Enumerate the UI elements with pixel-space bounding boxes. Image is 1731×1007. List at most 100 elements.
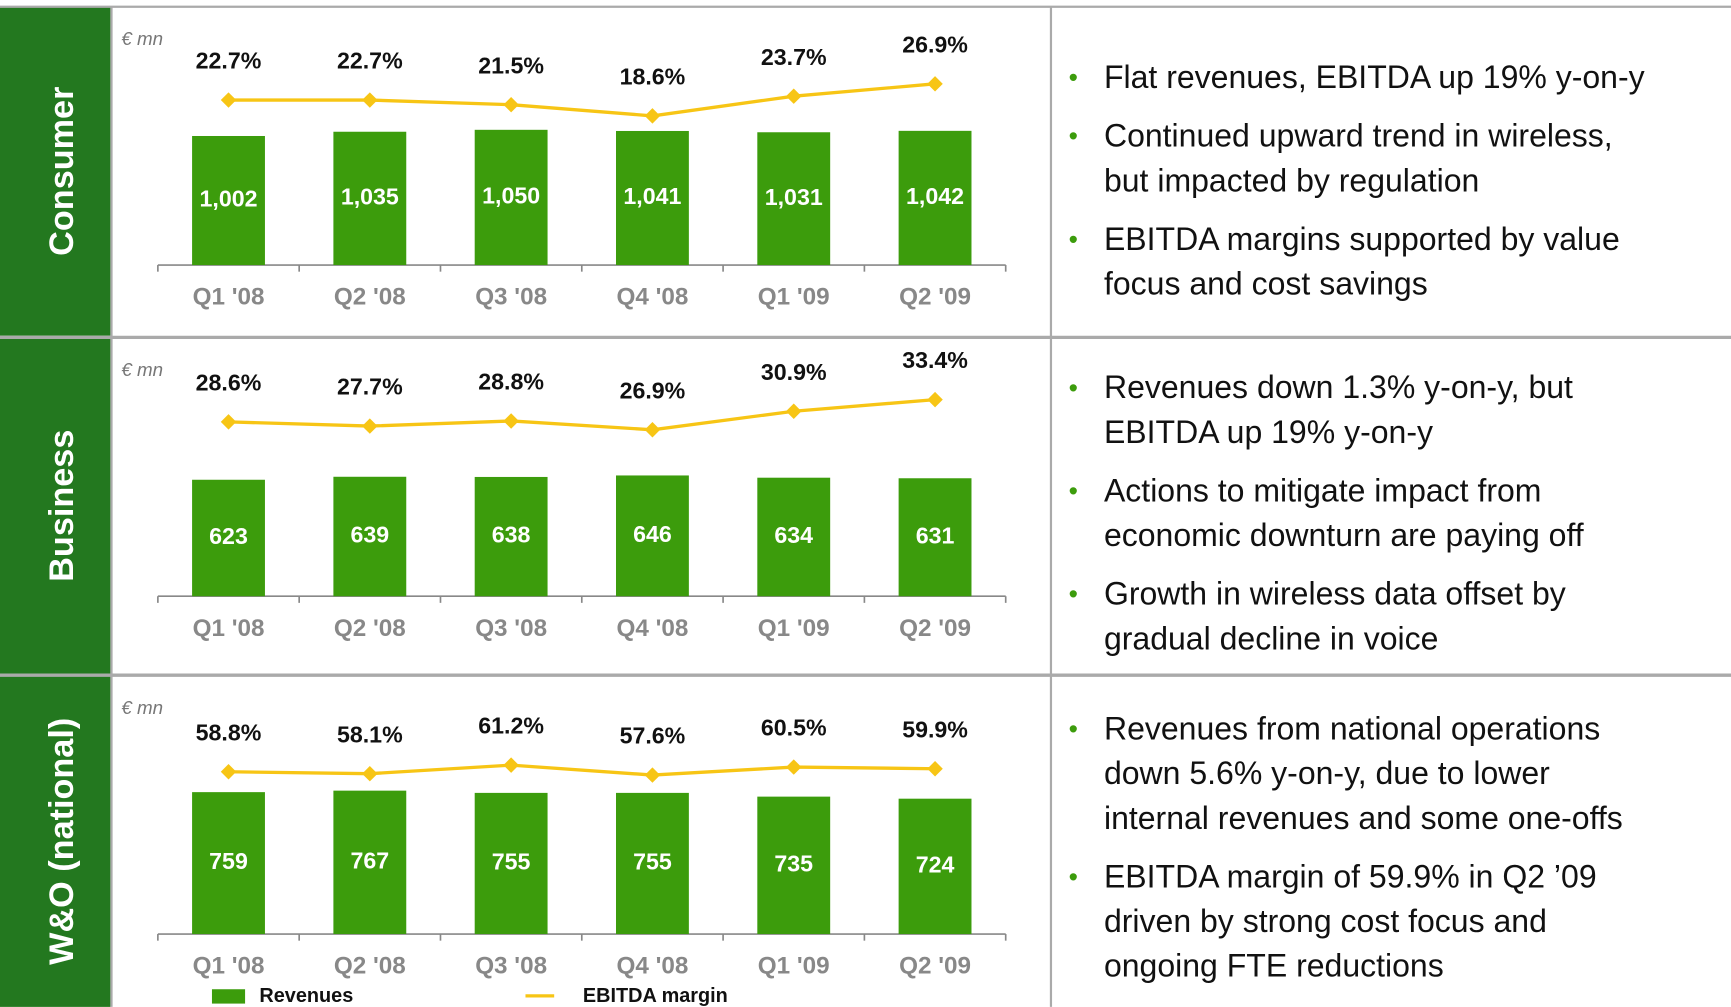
margin-value-label: 21.5% <box>478 52 544 78</box>
bullet-text: down 5.6% y-on-y, due to lower <box>1104 755 1550 791</box>
margin-value-label: 60.5% <box>761 715 827 741</box>
section-label-bg <box>0 675 111 1007</box>
margin-value-label: 26.9% <box>902 31 968 57</box>
bar-value-label: 1,002 <box>200 186 258 212</box>
bullet-text: ongoing FTE reductions <box>1104 948 1444 984</box>
x-tick-label: Q4 '08 <box>616 953 688 980</box>
bar <box>898 798 972 935</box>
unit-label: € mn <box>121 359 163 380</box>
section-label: Business <box>43 430 81 582</box>
unit-label: € mn <box>121 697 163 718</box>
bar-value-label: 759 <box>209 848 248 874</box>
margin-marker <box>927 76 943 92</box>
margin-marker <box>927 391 943 408</box>
x-tick-label: Q1 '09 <box>758 284 830 311</box>
bullet-dot: • <box>1069 63 1078 93</box>
bar <box>333 476 407 597</box>
margin-value-label: 28.8% <box>478 369 544 395</box>
x-tick-label: Q2 '09 <box>899 953 971 980</box>
x-tick-label: Q2 '08 <box>334 615 406 642</box>
margin-marker <box>786 759 802 775</box>
margin-value-label: 28.6% <box>196 369 262 395</box>
bar <box>474 792 548 935</box>
margin-marker <box>503 96 519 113</box>
margin-value-label: 22.7% <box>337 48 403 74</box>
section-label-bg <box>0 337 111 674</box>
unit-label: € mn <box>121 28 163 49</box>
bar-value-label: 638 <box>492 522 531 548</box>
x-tick-label: Q2 '08 <box>334 284 406 311</box>
bullet-dot: • <box>1069 579 1078 609</box>
section-label: Consumer <box>43 87 81 256</box>
section-label: W&O (national) <box>43 718 81 965</box>
x-tick-label: Q4 '08 <box>616 615 688 642</box>
bullet-text: economic downturn are paying off <box>1104 517 1584 553</box>
margin-value-label: 58.8% <box>196 719 262 745</box>
bar <box>192 135 265 266</box>
bar <box>616 130 689 266</box>
bar <box>192 792 265 935</box>
legend-swatch <box>211 989 246 1004</box>
margin-marker <box>503 757 519 773</box>
bar <box>474 476 548 597</box>
legend-label: EBITDA margin <box>583 985 728 1007</box>
margin-marker <box>503 413 519 429</box>
bar-value-label: 634 <box>774 522 813 548</box>
bullet-text: but impacted by regulation <box>1104 162 1479 198</box>
bar <box>757 132 831 266</box>
bullet-dot: • <box>1069 714 1078 744</box>
bar-value-label: 735 <box>774 850 813 876</box>
bar-value-label: 1,035 <box>341 184 399 210</box>
margin-marker <box>220 414 237 430</box>
x-tick-label: Q2 '08 <box>334 953 406 980</box>
bar-value-label: 767 <box>350 847 389 873</box>
bullet-dot: • <box>1069 224 1078 254</box>
margin-value-label: 57.6% <box>620 723 686 749</box>
bullet-text: EBITDA up 19% y-on-y <box>1104 414 1433 450</box>
bullet-text: gradual decline in voice <box>1104 620 1438 656</box>
bar <box>757 477 831 597</box>
bullet-dot: • <box>1069 862 1078 892</box>
margin-value-label: 33.4% <box>902 347 968 373</box>
x-tick-label: Q3 '08 <box>475 953 547 980</box>
bullet-text: EBITDA margins supported by value <box>1104 221 1620 257</box>
bullet-text: Flat revenues, EBITDA up 19% y-on-y <box>1104 59 1645 95</box>
bullet-text: Continued upward trend in wireless, <box>1104 118 1613 154</box>
bullet-dot: • <box>1069 373 1078 403</box>
margin-marker <box>220 764 237 780</box>
margin-value-label: 30.9% <box>761 359 827 385</box>
bar-value-label: 1,031 <box>765 184 823 210</box>
bullet-text: Actions to mitigate impact from <box>1104 472 1541 508</box>
bar <box>192 479 265 597</box>
bar-value-label: 755 <box>492 849 531 875</box>
bullet-text: EBITDA margin of 59.9% in Q2 ’09 <box>1104 858 1597 894</box>
x-tick-label: Q1 '08 <box>193 284 265 311</box>
margin-marker <box>644 422 661 438</box>
bullet-text: Growth in wireless data offset by <box>1104 576 1566 612</box>
bar <box>616 792 689 935</box>
bar <box>898 130 972 266</box>
margin-value-label: 59.9% <box>902 716 968 742</box>
bar <box>616 475 689 597</box>
margin-value-label: 26.9% <box>620 377 686 403</box>
legend-label: Revenues <box>259 985 353 1007</box>
bar-value-label: 623 <box>209 523 248 549</box>
bar-value-label: 646 <box>633 521 672 547</box>
bar-value-label: 639 <box>350 522 389 548</box>
bullet-text: driven by strong cost focus and <box>1104 903 1547 939</box>
margin-line <box>228 397 936 432</box>
bar <box>333 790 407 935</box>
x-tick-label: Q4 '08 <box>616 284 688 311</box>
x-tick-label: Q2 '09 <box>899 615 971 642</box>
margin-marker <box>644 767 661 783</box>
margin-value-label: 22.7% <box>196 48 262 74</box>
x-tick-label: Q1 '09 <box>758 953 830 980</box>
section-label-bg <box>0 6 111 336</box>
bar-value-label: 631 <box>916 522 955 548</box>
bar <box>757 796 831 935</box>
x-tick-label: Q1 '08 <box>193 615 265 642</box>
x-tick-label: Q3 '08 <box>475 615 547 642</box>
